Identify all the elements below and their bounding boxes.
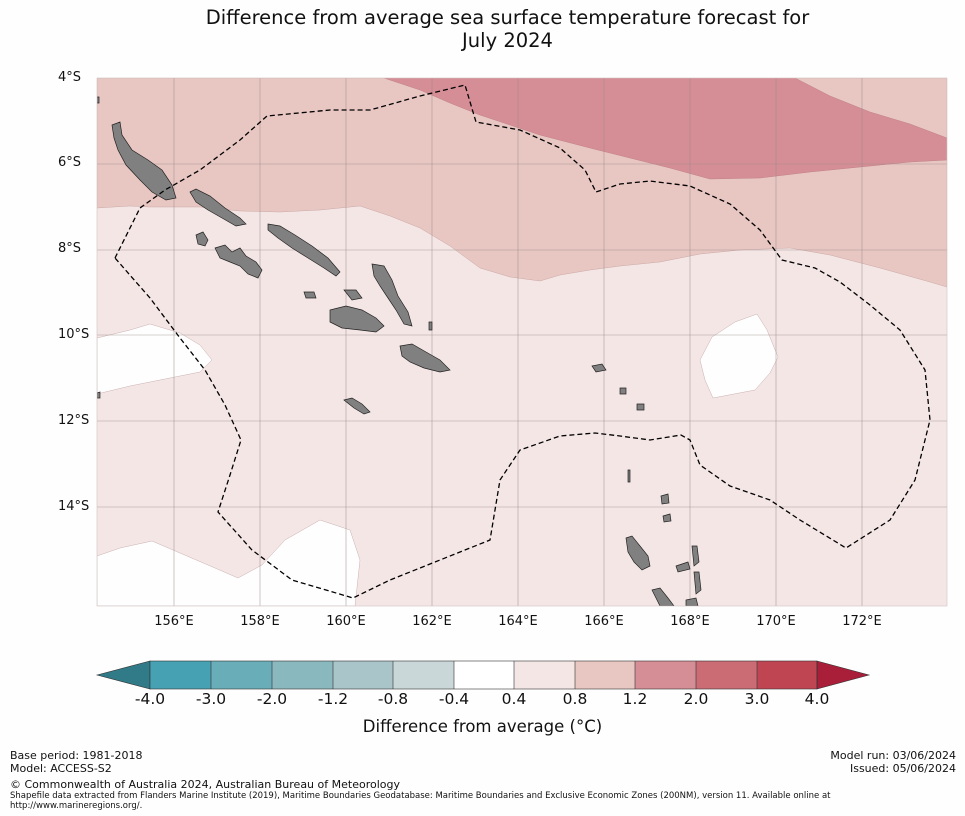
lon-label-166e: 166°E (584, 614, 624, 629)
colorbar-title: Difference from average (°C) (362, 717, 603, 736)
colorbar-label: 3.0 (744, 690, 770, 708)
vanikoro-island (619, 387, 627, 395)
lat-label-14s: 14°S (58, 499, 90, 514)
shapefile-credit: Shapefile data extracted from Flanders M… (10, 791, 831, 801)
lat-label-12s: 12°S (58, 413, 90, 428)
colorbar-seg-2 (211, 661, 272, 689)
chart-title: Difference from average sea surface temp… (100, 6, 915, 52)
colorbar-seg-6 (454, 661, 514, 689)
malaita-island (371, 263, 413, 327)
russell-islands (303, 291, 317, 299)
ndai-islet (428, 321, 433, 331)
espiritu-santo-island (625, 535, 651, 571)
torres-islands (627, 469, 631, 483)
lon-label-158e: 158°E (240, 614, 280, 629)
ambrym-island (685, 597, 699, 606)
title-line-1: Difference from average sea surface temp… (205, 6, 810, 29)
band-0-0.4-southwest (97, 519, 361, 606)
guadalcanal-island (329, 305, 385, 333)
colorbar-label: -1.2 (317, 690, 349, 708)
islands (97, 96, 702, 606)
issued-date: Issued: 05/06/2024 (849, 762, 956, 775)
colorbar-label: 4.0 (804, 690, 830, 708)
banks-islands (660, 493, 670, 505)
lat-label-10s: 10°S (58, 327, 90, 342)
ambae-island (675, 561, 691, 573)
lat-label-6s: 6°S (58, 155, 82, 170)
rennell-island (343, 397, 371, 415)
colorbar-seg-4 (333, 661, 393, 689)
santa-cruz-island (591, 363, 607, 373)
copyright: © Commonwealth of Australia 2024, Austra… (10, 778, 400, 791)
model-name: Model: ACCESS-S2 (10, 762, 112, 775)
colorbar-seg-10 (696, 661, 757, 689)
colorbar-label: -0.4 (438, 690, 470, 708)
lon-label-168e: 168°E (670, 614, 710, 629)
colorbar-label: -2.0 (256, 690, 288, 708)
colorbar-label: -3.0 (195, 690, 227, 708)
choiseul-island (189, 188, 247, 227)
colorbar-seg-9 (635, 661, 696, 689)
shapefile-url: http://www.marineregions.org/. (10, 801, 143, 811)
colorbar-label: -0.8 (377, 690, 409, 708)
tikopia-island (636, 403, 645, 411)
banks-islands-south (662, 513, 672, 523)
colorbar-seg-7 (514, 661, 575, 689)
colorbar-seg-1 (150, 661, 211, 689)
base-period: Base period: 1981-2018 (10, 749, 143, 762)
colorbar-label: 2.0 (683, 690, 709, 708)
colorbar-under-arrow (95, 660, 151, 690)
makira-island (399, 343, 451, 373)
lon-label-170e: 170°E (756, 614, 796, 629)
malekula-island (651, 587, 675, 606)
colorbar-label: -4.0 (134, 690, 166, 708)
eez-boundary (114, 84, 931, 599)
colorbar-seg-3 (272, 661, 333, 689)
colorbar-seg-5 (393, 661, 454, 689)
lat-gridlines (97, 163, 947, 508)
colorbar-label: 0.8 (562, 690, 588, 708)
lat-label-4s: 4°S (58, 70, 82, 85)
colorbar-over-arrow (816, 660, 871, 690)
bougainville-island (111, 121, 177, 201)
florida-islands (343, 289, 363, 301)
santa-isabel-island (267, 223, 341, 277)
colorbar-label: 1.2 (622, 690, 648, 708)
colorbar-seg-8 (575, 661, 635, 689)
colorbar-label: 0.4 (501, 690, 527, 708)
lon-label-160e: 160°E (326, 614, 366, 629)
ontong-java-islet (97, 96, 100, 104)
lat-label-8s: 8°S (58, 241, 82, 256)
lon-label-172e: 172°E (842, 614, 882, 629)
new-georgia-island (195, 231, 209, 247)
colorbar-seg-11 (757, 661, 817, 689)
pentecost-island (693, 571, 702, 595)
title-line-2: July 2024 (462, 29, 553, 52)
model-run-date: Model run: 03/06/2024 (830, 749, 956, 762)
band-1.2-2.0 (383, 78, 947, 180)
lon-gridlines (173, 78, 863, 606)
lon-label-162e: 162°E (412, 614, 452, 629)
lon-label-156e: 156°E (154, 614, 194, 629)
lon-label-164e: 164°E (498, 614, 538, 629)
western-islet (97, 391, 101, 399)
maewo-island (691, 545, 700, 567)
new-georgia-group (214, 244, 263, 279)
